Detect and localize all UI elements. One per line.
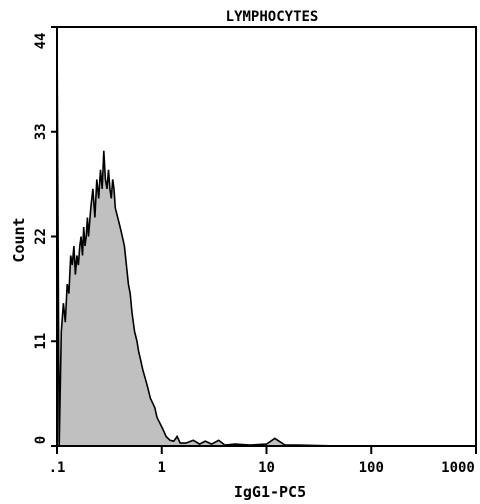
plot-area	[56, 26, 477, 447]
y-axis-label: Count	[10, 217, 28, 262]
histogram-outline	[56, 26, 476, 447]
x-tick-label: 100	[359, 460, 384, 476]
y-tick-label: 22	[33, 228, 49, 245]
histogram-fill	[57, 27, 476, 446]
y-tick-label: 0	[33, 436, 49, 444]
x-tick-label: 1000	[441, 460, 475, 476]
x-tick-label: .1	[49, 460, 66, 476]
x-tick-label: 1	[158, 460, 166, 476]
x-tick-label: 10	[258, 460, 275, 476]
y-tick-label: 11	[33, 333, 49, 350]
y-tick-label: 44	[33, 33, 49, 50]
x-axis-ticks: .1 1 10 100 1000	[49, 446, 477, 476]
chart-title: LYMPHOCYTES	[226, 9, 319, 25]
x-axis-label: IgG1-PC5	[234, 483, 306, 501]
y-axis-ticks: 0 11 22 33 44	[33, 26, 57, 447]
y-tick-label: 33	[33, 123, 49, 140]
